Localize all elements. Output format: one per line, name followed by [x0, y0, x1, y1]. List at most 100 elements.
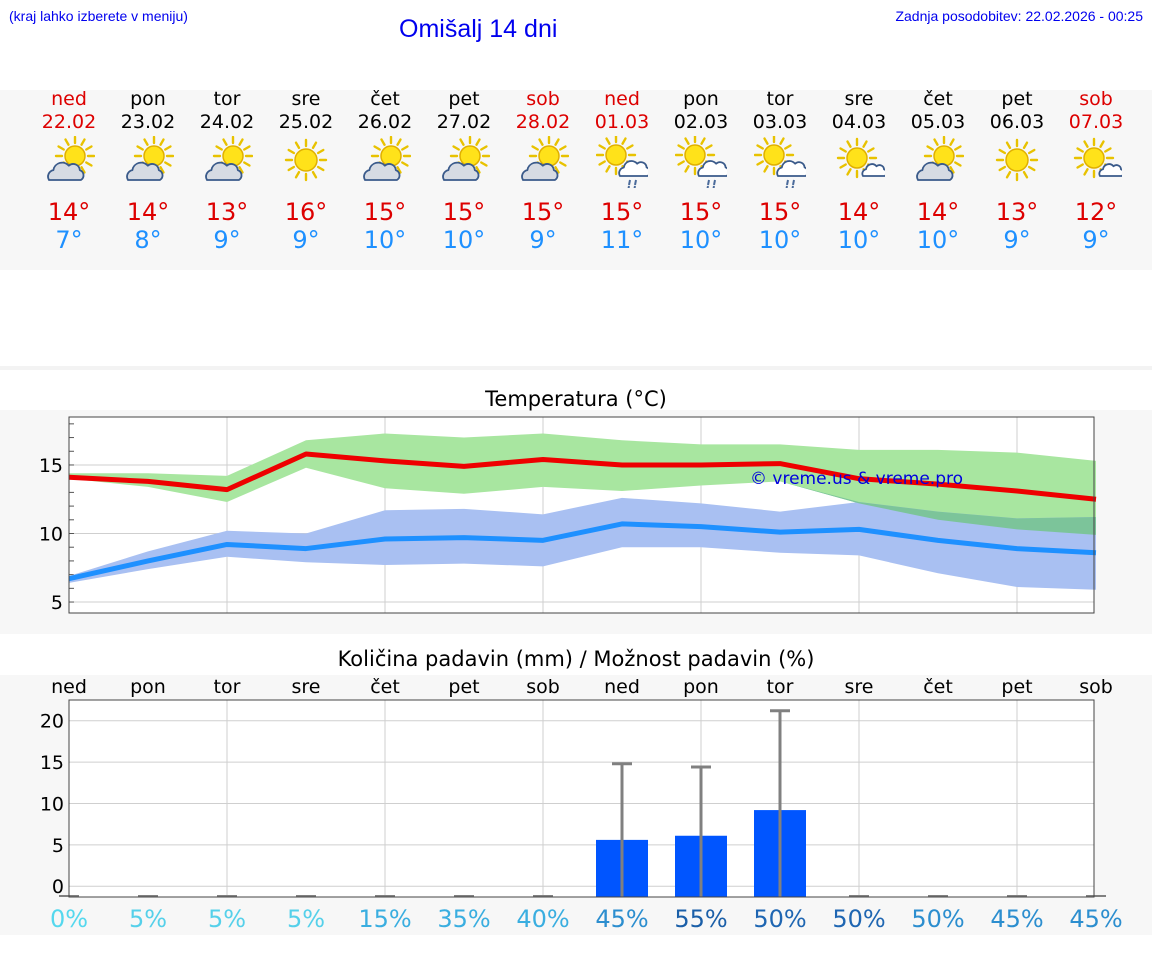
day-name: čet	[370, 88, 400, 110]
precipitation-chart-title: Količina padavin (mm) / Možnost padavin …	[337, 647, 815, 671]
forecast-day: sob 07.03 12° 9°	[1056, 88, 1136, 254]
forecast-day: sre 04.03 14° 10°	[819, 88, 899, 254]
precip-probability: 50%	[832, 905, 885, 933]
day-date: 05.03	[910, 111, 966, 133]
precipitation-chart: ned pon tor sre čet pet sob ned pon tor sre čet pet s…	[40, 676, 1123, 933]
partly-cloudy-icon	[521, 136, 569, 181]
forecast-day: ned 22.02 14° 7°	[29, 88, 109, 254]
precip-probability: 0%	[50, 905, 88, 933]
day-date: 27.02	[436, 111, 492, 133]
forecast-day: tor 24.02 13° 9°	[187, 88, 267, 254]
temp-max: 15°	[363, 198, 407, 226]
day-name: pet	[448, 88, 480, 110]
forecast-day: pon 02.03 15° 10°	[661, 88, 741, 254]
partly-cloudy-icon	[916, 136, 964, 181]
temp-max: 14°	[916, 198, 960, 226]
forecast-day: sob 28.02 15° 9°	[503, 88, 583, 254]
temperature-chart-title: Temperatura (°C)	[485, 387, 667, 411]
separator	[0, 366, 1152, 370]
plot-frame	[68, 699, 1095, 898]
x-category-label: sob	[1079, 676, 1113, 698]
plot-frame	[68, 416, 1095, 614]
temp-min: 9°	[1003, 226, 1031, 254]
x-category-label: tor	[767, 676, 794, 698]
y-tick-label: 5	[52, 835, 64, 857]
precip-probability: 45%	[595, 905, 648, 933]
day-date: 22.02	[41, 111, 97, 133]
day-name: ned	[604, 88, 640, 110]
temp-max: 13°	[205, 198, 249, 226]
precip-probability: 5%	[129, 905, 167, 933]
precip-probability: 40%	[516, 905, 569, 933]
y-tick-label: 0	[52, 876, 64, 898]
x-category-label: ned	[51, 676, 87, 698]
temp-min: 8°	[134, 226, 162, 254]
day-name: sob	[1079, 88, 1113, 110]
day-name: pon	[683, 88, 719, 110]
partly-cloudy-icon	[363, 136, 411, 181]
x-category-label: ned	[604, 676, 640, 698]
watermark: © vreme.us & vreme.pro	[750, 469, 963, 489]
temp-min: 10°	[758, 226, 802, 254]
temp-max: 15°	[442, 198, 486, 226]
day-name: tor	[766, 88, 794, 110]
precip-probability: 35%	[437, 905, 490, 933]
temp-max: 15°	[758, 198, 802, 226]
x-category-label: pet	[448, 676, 479, 698]
precip-probability: 45%	[1069, 905, 1122, 933]
temp-max: 13°	[995, 198, 1039, 226]
partly-cloudy-icon	[442, 136, 490, 181]
day-date: 06.03	[989, 111, 1045, 133]
sun-small-cloud-icon	[1073, 137, 1122, 179]
partly-cloudy-icon	[126, 136, 174, 181]
day-date: 04.03	[831, 111, 887, 133]
temp-min: 10°	[442, 226, 486, 254]
temp-min: 10°	[916, 226, 960, 254]
temp-min: 10°	[837, 226, 881, 254]
partly-cloudy-icon	[205, 136, 253, 181]
y-tick-label: 10	[40, 793, 64, 815]
forecast-day: sre 25.02 16° 9°	[266, 88, 346, 254]
forecast-day: čet 26.02 15° 10°	[345, 88, 425, 254]
day-date: 25.02	[278, 111, 334, 133]
x-category-label: čet	[370, 676, 400, 698]
plot-area	[69, 700, 1094, 897]
temp-min: 9°	[529, 226, 557, 254]
day-name: ned	[51, 88, 87, 110]
temp-min: 9°	[292, 226, 320, 254]
temp-min: 7°	[55, 226, 83, 254]
temp-min: 10°	[679, 226, 723, 254]
day-name: sob	[526, 88, 560, 110]
day-date: 26.02	[357, 111, 413, 133]
day-date: 07.03	[1068, 111, 1124, 133]
forecast-day: tor 03.03 15° 10°	[740, 88, 820, 254]
temp-max: 14°	[47, 198, 91, 226]
x-category-label: čet	[923, 676, 953, 698]
min-temp-line	[68, 521, 1097, 582]
partly-cloudy-icon	[47, 136, 95, 181]
precip-probability: 50%	[911, 905, 964, 933]
precip-probability: 50%	[753, 905, 806, 933]
temp-min: 9°	[1082, 226, 1110, 254]
day-date: 01.03	[594, 111, 650, 133]
temp-max: 15°	[600, 198, 644, 226]
page-title: Omišalj 14 dni	[399, 15, 558, 43]
temp-max: 14°	[126, 198, 170, 226]
y-tick-label: 10	[39, 524, 63, 546]
day-date: 23.02	[120, 111, 176, 133]
y-tick-label: 15	[40, 752, 64, 774]
y-tick-label: 5	[51, 592, 63, 614]
x-category-label: sob	[526, 676, 560, 698]
day-name: sre	[291, 88, 321, 110]
forecast-band	[0, 90, 1152, 270]
sun-small-cloud-icon	[836, 137, 885, 179]
temp-max: 16°	[284, 198, 328, 226]
y-tick-label: 20	[40, 711, 64, 733]
day-date: 24.02	[199, 111, 255, 133]
forecast-day: pet 06.03 13° 9°	[977, 88, 1057, 254]
region-note: (kraj lahko izberete v meniju)	[9, 8, 188, 24]
sunny-icon	[284, 138, 328, 182]
forecast-day: pet 27.02 15° 10°	[424, 88, 504, 254]
temp-min: 10°	[363, 226, 407, 254]
precip-probability: 55%	[674, 905, 727, 933]
